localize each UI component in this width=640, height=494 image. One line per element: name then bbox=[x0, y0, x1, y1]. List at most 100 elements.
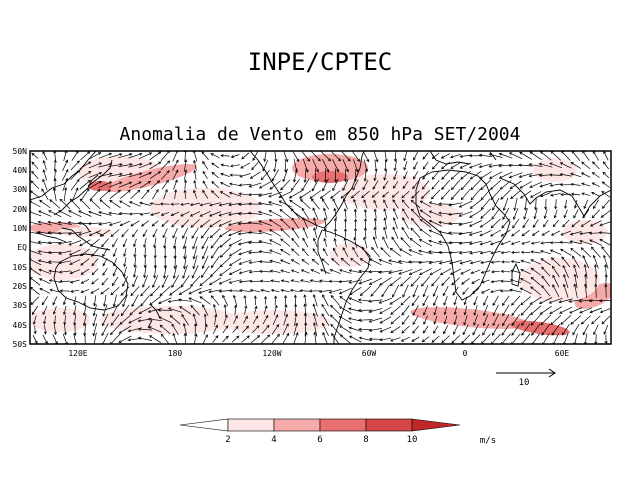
wind-vector-head bbox=[200, 235, 204, 239]
wind-vector-head bbox=[389, 301, 393, 305]
wind-vector-shaft bbox=[272, 314, 279, 325]
wind-vector-head bbox=[31, 170, 35, 174]
wind-vector-shaft bbox=[551, 230, 561, 236]
wind-vector-head bbox=[470, 271, 474, 275]
wind-vector-shaft bbox=[43, 169, 47, 181]
wind-vector-head bbox=[109, 332, 114, 336]
wind-vector-shaft bbox=[179, 287, 192, 295]
wind-vector-shaft bbox=[202, 334, 208, 344]
wind-vector-head bbox=[291, 217, 295, 221]
wind-vector-shaft bbox=[148, 326, 162, 333]
wind-vector-head bbox=[98, 222, 102, 226]
wind-vector-shaft bbox=[540, 151, 552, 161]
wind-vector-head bbox=[402, 217, 405, 221]
wind-vector-shaft bbox=[489, 163, 503, 167]
wind-vector-head bbox=[460, 176, 464, 180]
wind-vector-shaft bbox=[63, 296, 67, 305]
wind-vector-head bbox=[593, 331, 597, 336]
wind-vector-head bbox=[248, 261, 252, 265]
wind-vector-head bbox=[333, 237, 337, 242]
wind-vector-shaft bbox=[62, 178, 68, 192]
wind-vector-head bbox=[219, 264, 223, 268]
wind-vector-shaft bbox=[301, 151, 310, 162]
wind-vector-head bbox=[193, 323, 197, 327]
wind-vector-head bbox=[53, 177, 57, 181]
wind-vector-head bbox=[432, 293, 436, 297]
wind-vector-shaft bbox=[401, 325, 410, 334]
wind-vector-shaft bbox=[461, 278, 470, 285]
wind-vector-head bbox=[92, 323, 96, 327]
wind-vector-head bbox=[372, 236, 376, 240]
wind-vector-shaft bbox=[374, 218, 377, 229]
wind-vector-head bbox=[73, 302, 77, 306]
wind-vector-shaft bbox=[421, 190, 431, 199]
wind-vector-head bbox=[53, 168, 58, 172]
wind-vector-head bbox=[479, 176, 483, 180]
wind-vector-shaft bbox=[352, 179, 359, 191]
wind-vector-shaft bbox=[260, 289, 270, 293]
wind-vector-head bbox=[153, 275, 157, 279]
wind-vector-shaft bbox=[274, 159, 277, 172]
wind-vector-shaft bbox=[342, 179, 349, 191]
wind-vector-shaft bbox=[284, 304, 287, 316]
wind-vector-shaft bbox=[492, 295, 499, 306]
wind-vector-shaft bbox=[371, 191, 380, 198]
wind-vector-shaft bbox=[119, 325, 132, 334]
wind-vector-head bbox=[290, 208, 294, 212]
wind-vector-shaft bbox=[211, 172, 219, 179]
shading-patch bbox=[292, 154, 368, 182]
wind-vector-head bbox=[299, 195, 303, 199]
wind-vector-head bbox=[218, 203, 222, 207]
wind-vector-shaft bbox=[552, 275, 560, 288]
wind-vector-shaft bbox=[180, 211, 190, 217]
wind-vector-shaft bbox=[390, 326, 401, 333]
wind-vector-head bbox=[270, 279, 274, 283]
wind-vector-shaft bbox=[341, 258, 351, 266]
wind-vector-shaft bbox=[521, 323, 531, 336]
wind-vector-shaft bbox=[110, 286, 120, 295]
wind-vector-shaft bbox=[161, 180, 169, 190]
wind-vector-shaft bbox=[362, 179, 369, 190]
wind-vector-head bbox=[512, 225, 516, 229]
wind-vector-head bbox=[403, 167, 407, 171]
wind-vector-shaft bbox=[98, 211, 112, 216]
wind-vector-shaft bbox=[324, 228, 327, 238]
wind-vector-shaft bbox=[174, 255, 176, 269]
wind-vector-shaft bbox=[501, 323, 510, 336]
wind-vector-shaft bbox=[339, 287, 352, 295]
wind-vector-head bbox=[528, 174, 532, 178]
wind-vector-shaft bbox=[123, 248, 127, 257]
wind-vector-shaft bbox=[321, 313, 330, 326]
wind-vector-shaft bbox=[190, 305, 200, 316]
wind-vector-head bbox=[279, 209, 283, 213]
wind-vector-shaft bbox=[224, 304, 226, 316]
wind-vector-head bbox=[523, 216, 527, 220]
wind-vector-head bbox=[573, 205, 577, 209]
wind-vector-head bbox=[137, 319, 141, 323]
wind-vector-shaft bbox=[209, 219, 221, 228]
wind-vector-shaft bbox=[42, 151, 48, 160]
wind-vector-head bbox=[209, 234, 213, 239]
wind-vector-head bbox=[522, 224, 526, 229]
wind-vector-shaft bbox=[160, 151, 170, 162]
wind-vector-shaft bbox=[358, 328, 373, 331]
wind-vector-head bbox=[438, 230, 442, 234]
wind-vector-head bbox=[34, 340, 38, 344]
wind-vector-head bbox=[441, 176, 445, 180]
wind-vector-shaft bbox=[134, 256, 136, 268]
wind-vector-shaft bbox=[222, 335, 229, 343]
wind-vector-shaft bbox=[339, 296, 352, 305]
wind-vector-head bbox=[413, 157, 416, 161]
wind-vector-shaft bbox=[38, 269, 52, 275]
wind-vector-head bbox=[228, 191, 233, 195]
wind-vector-head bbox=[408, 272, 413, 275]
wind-vector-shaft bbox=[451, 179, 461, 190]
wind-vector-shaft bbox=[301, 208, 310, 220]
wind-vector-head bbox=[529, 185, 533, 188]
wind-vector-shaft bbox=[379, 297, 393, 304]
wind-vector-head bbox=[539, 311, 543, 315]
wind-vector-shaft bbox=[93, 323, 98, 336]
wind-vector-shaft bbox=[334, 228, 337, 238]
wind-vector-head bbox=[302, 217, 306, 221]
wind-vector-head bbox=[210, 265, 214, 269]
